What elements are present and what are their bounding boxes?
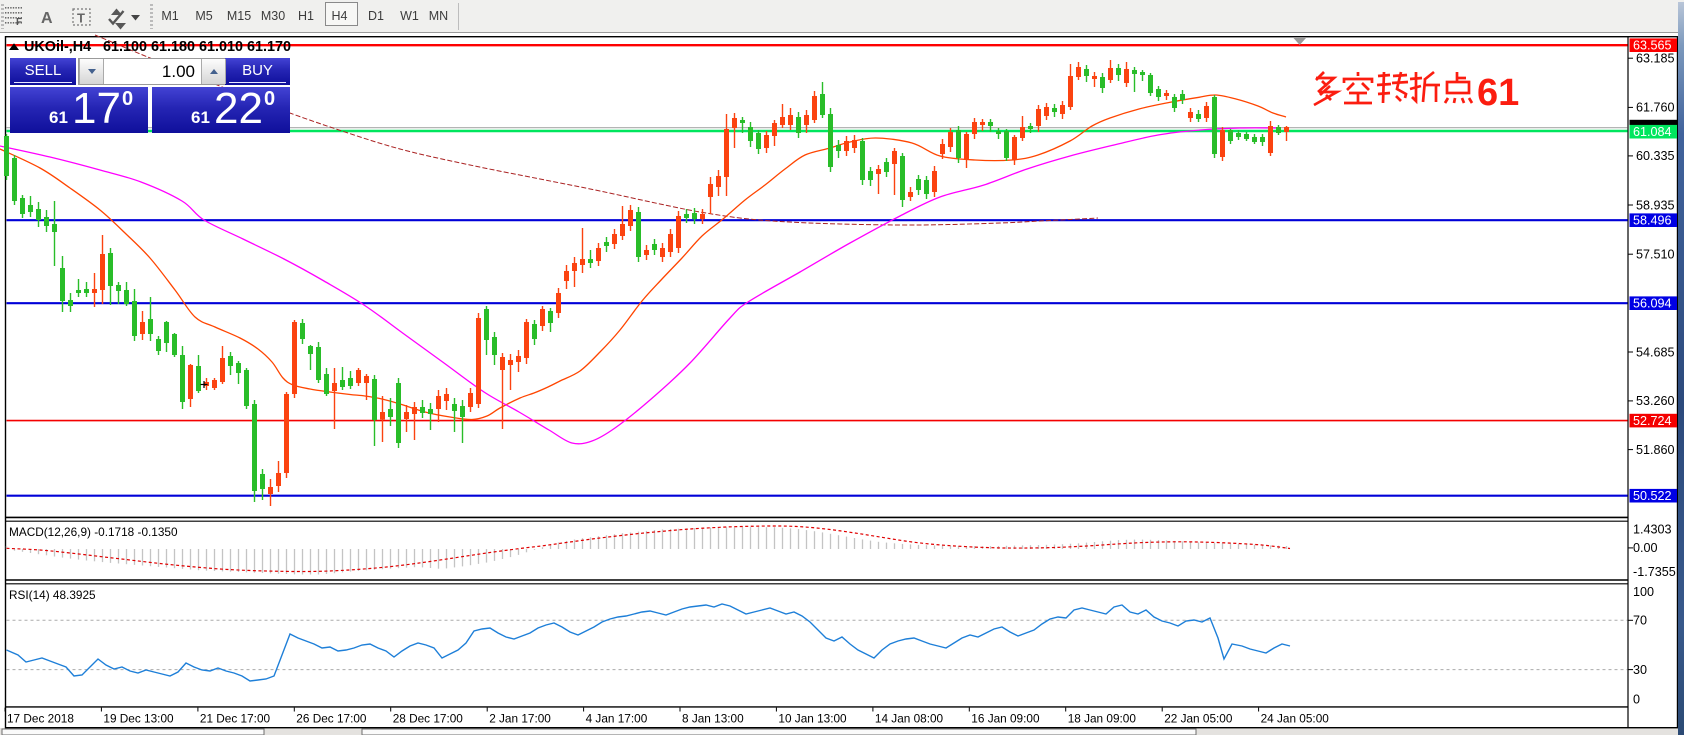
svg-text:61: 61 xyxy=(1477,72,1519,114)
svg-text:61.084: 61.084 xyxy=(1633,125,1672,139)
svg-text:60.335: 60.335 xyxy=(1636,149,1675,163)
svg-text:56.094: 56.094 xyxy=(1633,297,1672,311)
svg-text:4 Jan 17:00: 4 Jan 17:00 xyxy=(586,712,648,726)
svg-text:14 Jan 08:00: 14 Jan 08:00 xyxy=(875,712,944,726)
svg-text:50.522: 50.522 xyxy=(1633,489,1672,503)
svg-text:0.00: 0.00 xyxy=(1633,541,1658,555)
svg-text:63.565: 63.565 xyxy=(1633,39,1672,53)
svg-text:26 Dec 17:00: 26 Dec 17:00 xyxy=(296,712,367,726)
svg-text:61.760: 61.760 xyxy=(1636,101,1675,115)
svg-text:22 Jan 05:00: 22 Jan 05:00 xyxy=(1164,712,1233,726)
svg-text:51.860: 51.860 xyxy=(1636,443,1675,457)
svg-text:28 Dec 17:00: 28 Dec 17:00 xyxy=(393,712,464,726)
svg-text:8 Jan 13:00: 8 Jan 13:00 xyxy=(682,712,744,726)
svg-text:-1.7355: -1.7355 xyxy=(1633,565,1676,579)
svg-text:1.4303: 1.4303 xyxy=(1633,523,1672,537)
svg-text:16 Jan 09:00: 16 Jan 09:00 xyxy=(971,712,1040,726)
svg-text:58.935: 58.935 xyxy=(1636,198,1675,212)
svg-text:RSI(14) 48.3925: RSI(14) 48.3925 xyxy=(9,588,96,602)
svg-text:MACD(12,26,9) -0.1718 -0.1350: MACD(12,26,9) -0.1718 -0.1350 xyxy=(9,525,178,539)
svg-text:58.496: 58.496 xyxy=(1633,214,1672,228)
svg-text:24 Jan 05:00: 24 Jan 05:00 xyxy=(1261,712,1330,726)
svg-text:F: F xyxy=(16,17,22,28)
svg-text:100: 100 xyxy=(1633,585,1654,599)
svg-text:0: 0 xyxy=(1633,693,1640,707)
svg-text:17 Dec 2018: 17 Dec 2018 xyxy=(7,712,74,726)
svg-text:70: 70 xyxy=(1633,614,1647,628)
svg-text:2 Jan 17:00: 2 Jan 17:00 xyxy=(489,712,551,726)
svg-text:T: T xyxy=(77,11,85,26)
svg-text:19 Dec 13:00: 19 Dec 13:00 xyxy=(103,712,174,726)
svg-text:53.260: 53.260 xyxy=(1636,394,1675,408)
svg-text:52.724: 52.724 xyxy=(1633,414,1672,428)
svg-text:54.685: 54.685 xyxy=(1636,345,1675,359)
svg-text:10 Jan 13:00: 10 Jan 13:00 xyxy=(778,712,847,726)
svg-text:63.185: 63.185 xyxy=(1636,52,1675,66)
svg-text:57.510: 57.510 xyxy=(1636,248,1675,262)
svg-text:UKOil-,H4: UKOil-,H4 xyxy=(24,39,91,55)
svg-text:30: 30 xyxy=(1633,663,1647,677)
svg-text:A: A xyxy=(41,10,53,27)
svg-text:18 Jan 09:00: 18 Jan 09:00 xyxy=(1068,712,1137,726)
svg-text:61.100 61.180 61.010 61.170: 61.100 61.180 61.010 61.170 xyxy=(103,39,291,55)
svg-text:21 Dec 17:00: 21 Dec 17:00 xyxy=(200,712,271,726)
